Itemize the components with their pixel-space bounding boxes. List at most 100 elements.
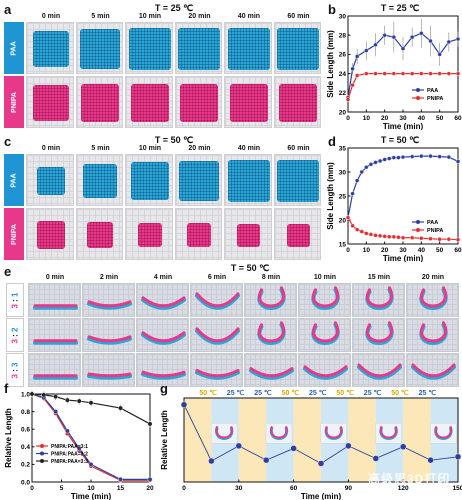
- strip-shape: [195, 327, 240, 345]
- pnipa-gel: [180, 84, 219, 122]
- data-point: [455, 237, 461, 242]
- data-point: [391, 155, 397, 160]
- legend-label: PNIPA: [427, 228, 443, 234]
- paa-gel: [277, 160, 320, 202]
- pnipa-layer: [141, 370, 186, 378]
- pnipa-layer: [365, 321, 394, 343]
- y-tick-label: 0.6: [21, 427, 30, 434]
- x-tick-label: 0: [346, 115, 350, 122]
- pnipa-layer: [87, 300, 132, 308]
- time-label: 5 min: [91, 145, 110, 152]
- data-point: [118, 405, 123, 411]
- heating-band: [348, 398, 376, 482]
- panel-a-title: T = 25 ℃: [154, 3, 194, 13]
- data-point: [88, 400, 94, 406]
- pnipa-layer: [195, 368, 240, 378]
- heating-band: [184, 398, 212, 482]
- strip-photo: [298, 283, 351, 317]
- pnipa-gel-photo: [174, 208, 222, 260]
- strip-shape: [141, 331, 186, 345]
- strip-photo: [406, 353, 459, 387]
- ratio-text: 3 : 3: [11, 362, 20, 378]
- data-point: [446, 154, 452, 160]
- paa-layer: [303, 366, 348, 380]
- ratio-paa: 3: [10, 361, 20, 367]
- data-point: [387, 234, 392, 240]
- strip-shape: [87, 335, 132, 345]
- data-point: [350, 66, 355, 71]
- pnipa-gel-photo: [75, 76, 123, 128]
- pnipa-layer: [257, 321, 286, 343]
- strip-shape: [303, 365, 348, 380]
- temperature-label: 50 ℃: [391, 389, 409, 397]
- legend-swatch-marker: [40, 459, 44, 463]
- series-line: [347, 155, 459, 218]
- panel-c-row-paa: PAA: [4, 154, 24, 206]
- strip-shape: [195, 368, 240, 380]
- heating-band: [238, 398, 267, 482]
- strip-shape: [141, 296, 186, 310]
- x-axis-label: Time (min): [383, 254, 424, 262]
- time-label: 10 min: [138, 13, 162, 20]
- pnipa-layer: [365, 286, 394, 308]
- row-paa-label: PAA: [10, 40, 18, 56]
- legend-label: PAA: [427, 88, 438, 94]
- pnipa-gel-photo: [224, 76, 272, 128]
- data-point: [446, 39, 452, 45]
- paa-gel: [227, 28, 270, 70]
- pnipa-layer: [257, 286, 286, 308]
- data-point: [262, 456, 270, 464]
- strip-shape: [365, 286, 394, 311]
- strip-shape: [311, 286, 340, 311]
- data-point: [364, 48, 369, 53]
- plot-frame: [31, 393, 151, 483]
- strip-photo: [82, 283, 135, 317]
- y-tick-label: 0.2: [21, 462, 30, 469]
- data-point: [373, 160, 378, 165]
- data-point: [400, 235, 406, 240]
- data-point: [354, 227, 360, 232]
- data-point: [368, 232, 374, 237]
- x-tick-label: 10: [363, 247, 371, 254]
- pnipa-gel: [36, 221, 65, 249]
- pnipa-gel-photo: [174, 76, 222, 128]
- pnipa-gel: [187, 223, 212, 247]
- legend-swatch-marker: [40, 451, 44, 456]
- time-label: 60 min: [287, 13, 310, 20]
- paa-layer: [141, 372, 186, 380]
- x-tick-label: 60: [454, 247, 462, 254]
- x-tick-label: 30: [399, 247, 407, 254]
- data-point: [428, 38, 433, 44]
- paa-gel-photo: [26, 154, 74, 206]
- x-tick-label: 30: [399, 115, 407, 122]
- paa-gel-photo: [174, 22, 222, 74]
- ratio-label: 3 : 2: [6, 318, 24, 352]
- series-line: [31, 393, 151, 425]
- paa-gel-photo: [224, 154, 272, 206]
- x-tick-label: 30: [235, 485, 243, 492]
- temperature-label: 25 ℃: [227, 389, 245, 397]
- ratio-sep: :: [10, 366, 20, 374]
- data-point: [76, 398, 82, 404]
- data-point: [359, 229, 364, 234]
- temperature-label: 25 ℃: [419, 389, 437, 397]
- y-axis-label: Side Length (mm): [326, 30, 335, 98]
- strip-shape: [141, 370, 186, 380]
- time-label: 2 min: [99, 274, 119, 281]
- pnipa-layer: [419, 286, 448, 308]
- data-point: [446, 71, 452, 76]
- strip-shape: [257, 321, 286, 346]
- temperature-label: 25 ℃: [309, 389, 327, 397]
- strip-shape: [257, 286, 286, 311]
- data-point: [455, 36, 461, 42]
- data-point: [368, 162, 374, 167]
- x-tick-label: 50: [436, 247, 444, 254]
- ratio-label: 3 : 3: [6, 353, 24, 387]
- time-label: 40 min: [237, 145, 261, 152]
- strip-shape: [195, 292, 240, 310]
- panel-g-label: g: [160, 381, 168, 396]
- pnipa-gel-photo: [26, 208, 74, 260]
- data-point: [455, 71, 461, 76]
- time-label: 20 min: [188, 13, 211, 20]
- panel-c-row-pnipa: PNIPA: [4, 208, 24, 260]
